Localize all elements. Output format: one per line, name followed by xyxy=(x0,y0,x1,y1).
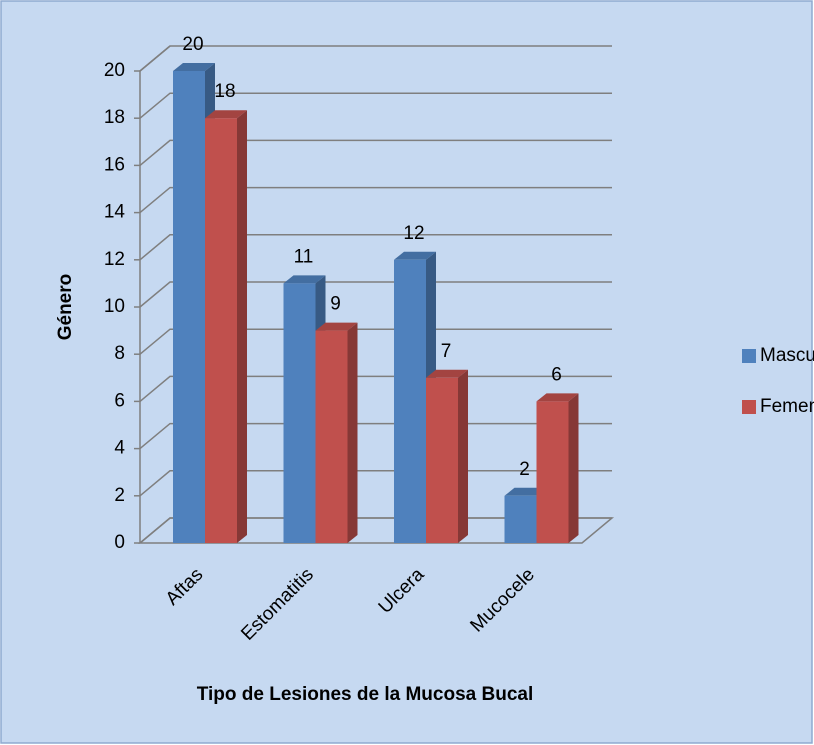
y-tick-label: 14 xyxy=(104,202,126,223)
grid-line xyxy=(139,45,612,72)
value-label: 7 xyxy=(441,341,452,362)
legend-swatch xyxy=(742,349,756,363)
bar-top xyxy=(504,487,547,496)
bar-front xyxy=(394,259,426,543)
bar-side xyxy=(458,369,468,543)
y-tick-label: 10 xyxy=(104,296,125,317)
bar-top xyxy=(315,322,358,331)
legend-label: Femenino xyxy=(760,396,814,417)
value-label: 18 xyxy=(214,81,235,102)
bar xyxy=(205,110,247,543)
bar-front xyxy=(315,330,348,543)
legend-label: Masculino xyxy=(760,345,814,366)
y-tick-label: 12 xyxy=(104,249,125,270)
bar xyxy=(426,369,468,543)
bar-top xyxy=(394,251,436,260)
grid-line xyxy=(139,139,612,166)
grid-line xyxy=(139,234,612,261)
y-tick-label: 16 xyxy=(104,154,125,175)
bar-side xyxy=(237,110,247,543)
y-tick-label: 2 xyxy=(114,485,125,506)
bar-front xyxy=(283,283,316,543)
bar-top xyxy=(426,369,468,378)
grid-line xyxy=(139,92,612,119)
y-tick-label: 0 xyxy=(114,532,125,553)
value-label: 9 xyxy=(330,294,341,315)
bar-front xyxy=(536,401,569,543)
bar xyxy=(536,393,579,543)
bar xyxy=(315,322,358,543)
y-tick-label: 20 xyxy=(104,60,125,81)
bar-front xyxy=(173,71,205,543)
bar-top xyxy=(536,393,579,402)
bar-top xyxy=(173,63,215,71)
bar-top xyxy=(283,275,326,284)
grid-line xyxy=(139,281,612,308)
bar-front xyxy=(504,495,537,543)
x-axis-label: Tipo de Lesiones de la Mucosa Bucal xyxy=(197,684,533,705)
bar-top xyxy=(205,110,247,119)
y-tick-label: 6 xyxy=(114,390,125,411)
y-tick-label: 18 xyxy=(104,107,125,128)
value-label: 12 xyxy=(403,223,424,244)
grid-line xyxy=(139,186,612,214)
grid-line xyxy=(139,328,612,355)
value-label: 6 xyxy=(551,364,562,385)
y-tick-label: 4 xyxy=(114,438,125,459)
value-label: 11 xyxy=(294,246,314,267)
bar-side xyxy=(568,393,579,543)
value-label: 20 xyxy=(182,34,203,55)
value-label: 2 xyxy=(519,459,530,480)
bar-side xyxy=(347,322,358,543)
bar-front xyxy=(426,377,458,543)
y-axis-label: Género xyxy=(55,274,76,341)
bar-front xyxy=(205,118,237,543)
y-tick-label: 8 xyxy=(114,343,125,364)
legend-swatch xyxy=(742,400,756,414)
